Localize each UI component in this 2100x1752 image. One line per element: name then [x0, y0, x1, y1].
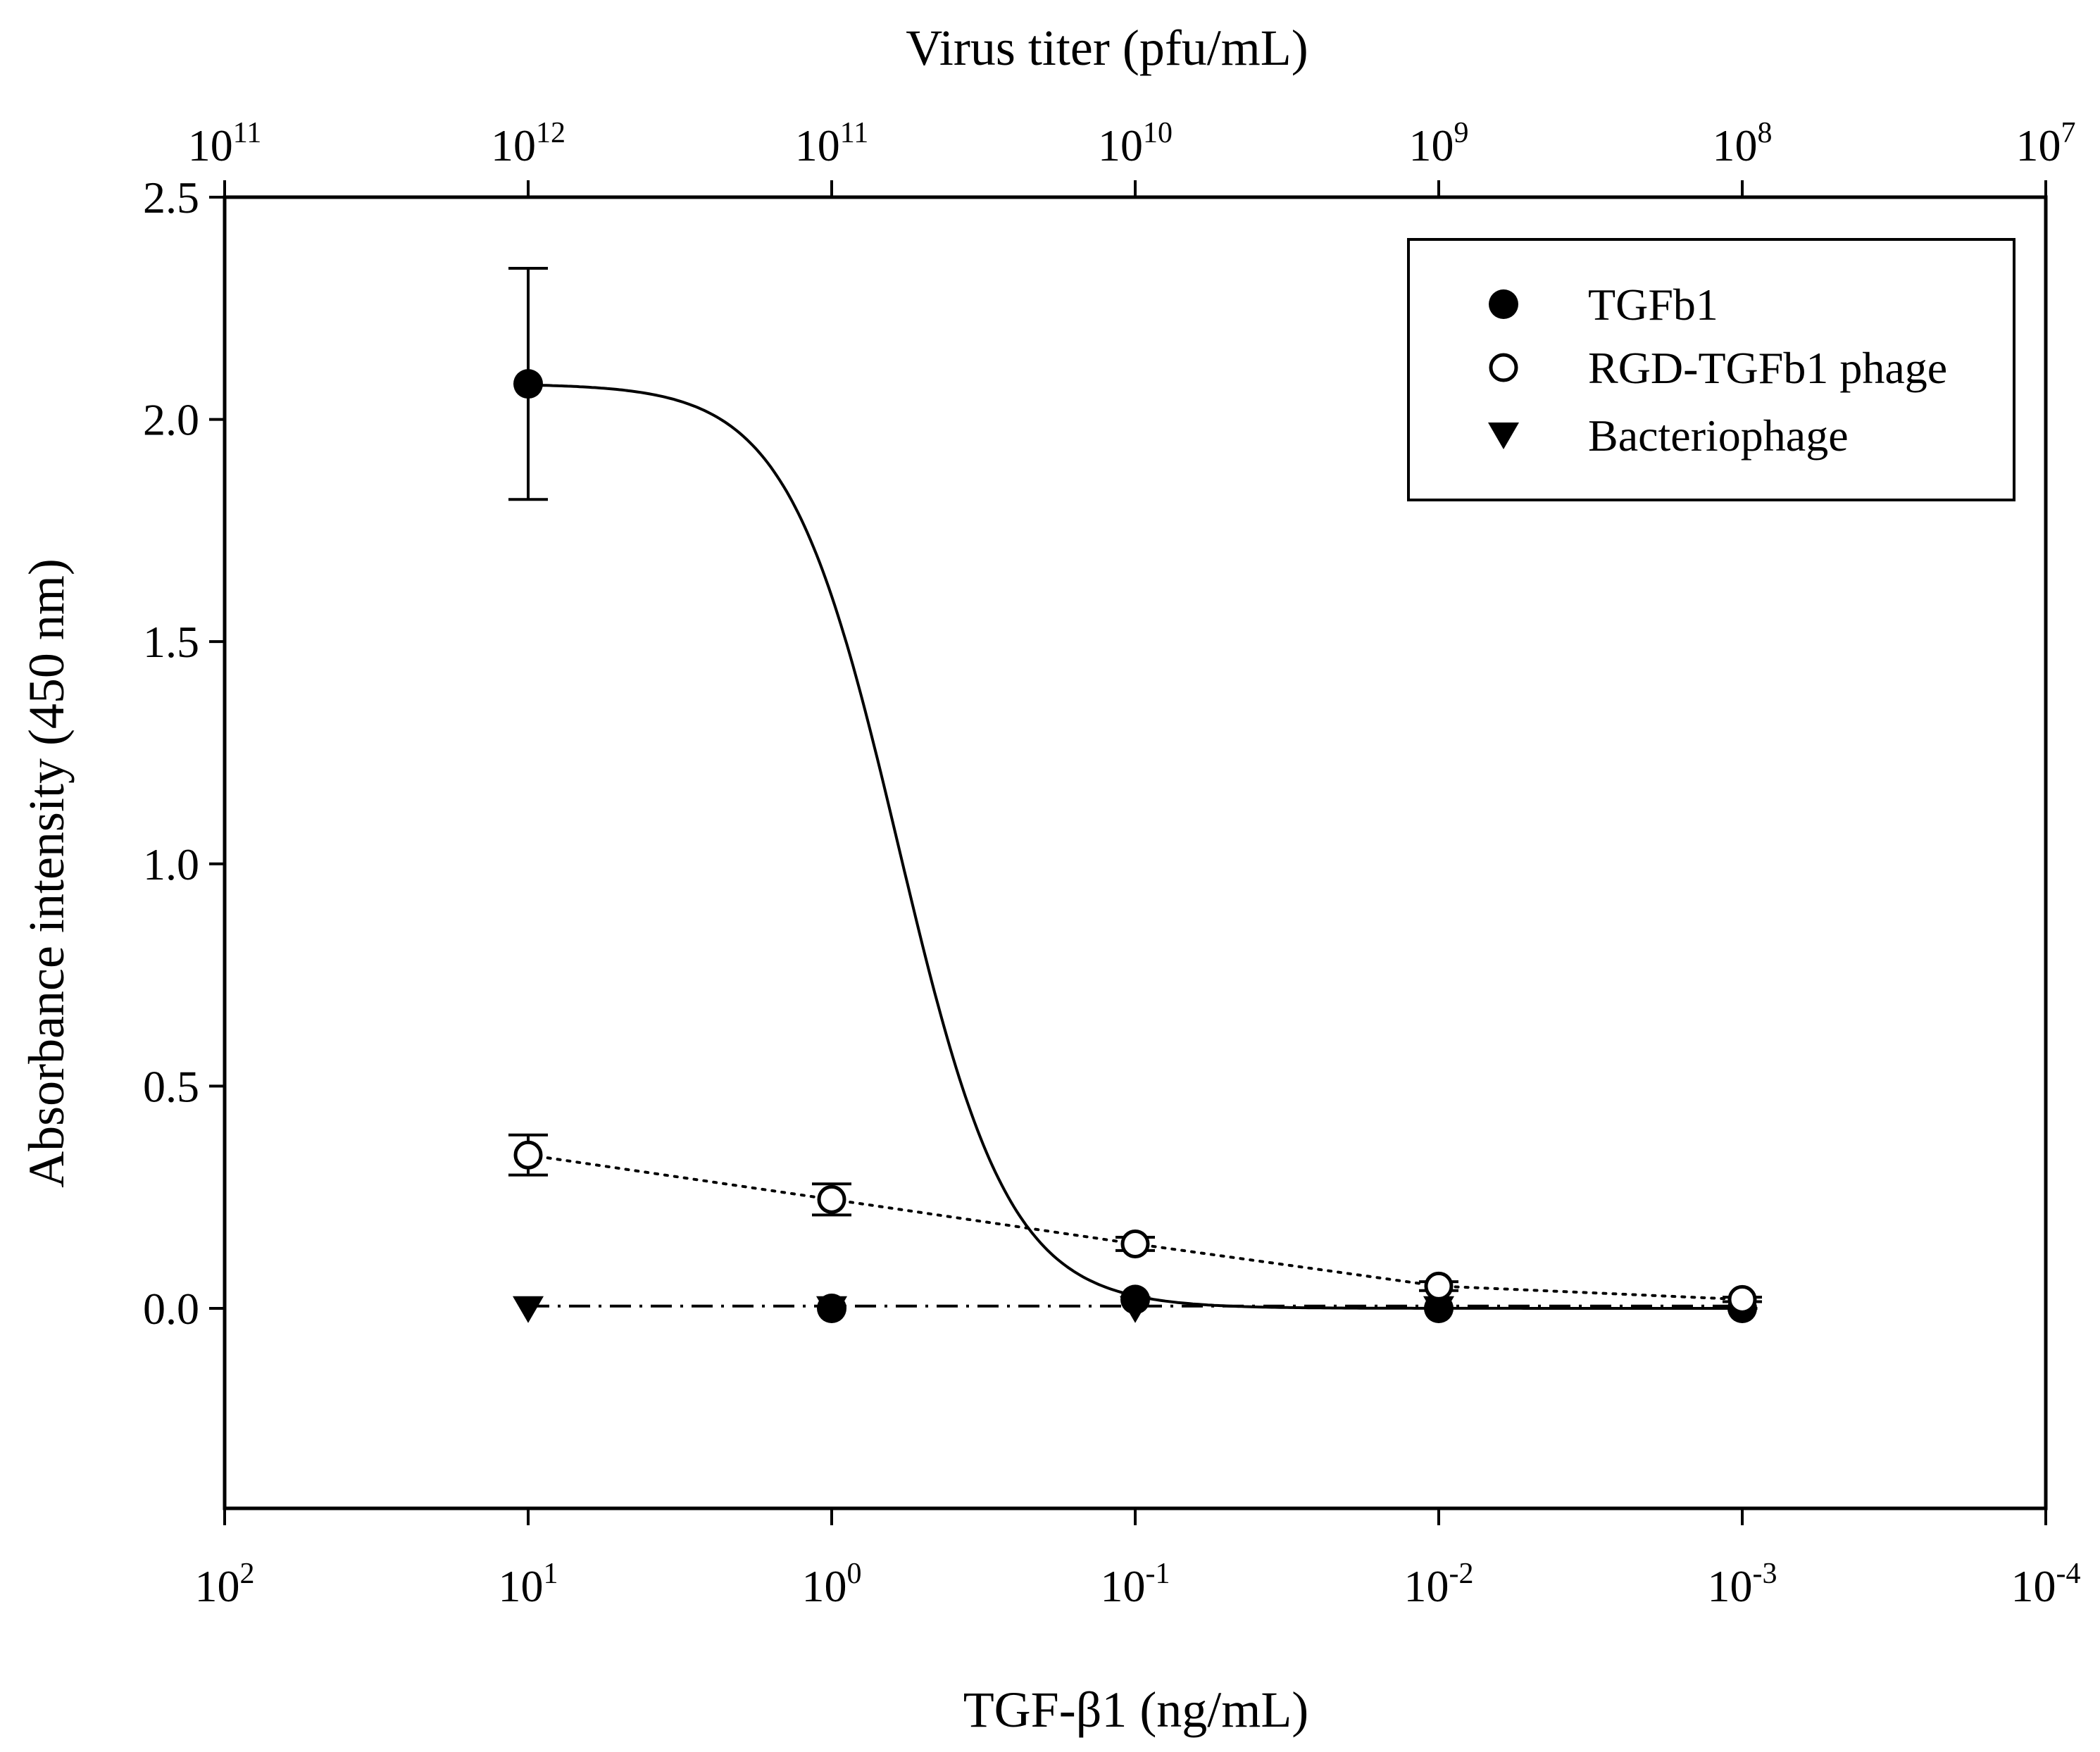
x-tick-label: 10-1: [1101, 1558, 1170, 1611]
x-tick-label: 100: [802, 1558, 862, 1611]
tgfb1-point: [1120, 1284, 1150, 1315]
x-tick-label: 10-2: [1404, 1558, 1474, 1611]
rgd-tgfb1-phage-point: [817, 1184, 846, 1214]
rgd-tgfb1-phage-line: [527, 1153, 1744, 1301]
x-tick-label: 10-3: [1708, 1558, 1777, 1611]
rgd-tgfb1-phage-point: [1727, 1284, 1757, 1314]
tgfb1-point: [817, 1293, 846, 1323]
legend-marker-rgd-tgfb1-phage: [1489, 353, 1518, 382]
bacteriophage-point: [513, 1296, 544, 1323]
tgfb1-point: [1424, 1293, 1454, 1323]
legend: TGFb1 RGD-TGFb1 phage Bacteriophage: [1407, 238, 2015, 501]
top-tick-label: 109: [1409, 117, 1469, 170]
top-tick-label: 1012: [491, 117, 565, 170]
legend-label-tgfb1: TGFb1: [1588, 280, 1718, 330]
x-axis-ticks: 102 101 100 10-1 10-2 10-3 10-4: [195, 1508, 2081, 1611]
top-axis-ticks: 1011 1012 1011 1010 109 108 107: [188, 117, 2076, 197]
top-tick-label: 108: [1713, 117, 1773, 170]
y-tick-label: 2.0: [143, 395, 199, 445]
x-tick-label: 101: [499, 1558, 558, 1611]
y-tick-label: 1.0: [143, 839, 199, 889]
rgd-tgfb1-phage-point: [513, 1140, 543, 1170]
top-tick-label: 1011: [188, 117, 261, 170]
tgfb1-fit-line: [527, 383, 1758, 1310]
plot-frame: [223, 195, 2048, 1510]
y-tick-label: 0.0: [143, 1284, 199, 1334]
y-tick-label: 1.5: [143, 617, 199, 667]
legend-label-rgd-tgfb1-phage: RGD-TGFb1 phage: [1588, 343, 1947, 393]
y-tick-label: 2.5: [143, 173, 199, 223]
rgd-tgfb1-phage-point: [1120, 1229, 1150, 1258]
legend-label-bacteriophage: Bacteriophage: [1588, 411, 1849, 461]
top-tick-label: 107: [2016, 117, 2076, 170]
top-tick-label: 1011: [795, 117, 868, 170]
rgd-tgfb1-phage-point: [1424, 1271, 1454, 1301]
top-axis-title: Virus titer (pfu/mL): [906, 20, 1308, 76]
series-layer: [508, 266, 1762, 1323]
tgfb1-point: [513, 369, 543, 399]
legend-marker-tgfb1: [1489, 289, 1518, 319]
y-tick-label: 0.5: [143, 1061, 199, 1111]
y-axis-ticks: 0.0 0.5 1.0 1.5 2.0 2.5: [143, 173, 225, 1334]
y-axis-title: Absorbance intensity (450 nm): [18, 558, 75, 1188]
top-tick-label: 1010: [1098, 117, 1173, 170]
legend-marker-bacteriophage: [1488, 423, 1519, 449]
x-axis-title: TGF-β1 (ng/mL): [963, 1682, 1309, 1738]
x-tick-label: 10-4: [2011, 1558, 2081, 1611]
x-tick-label: 102: [195, 1558, 255, 1611]
